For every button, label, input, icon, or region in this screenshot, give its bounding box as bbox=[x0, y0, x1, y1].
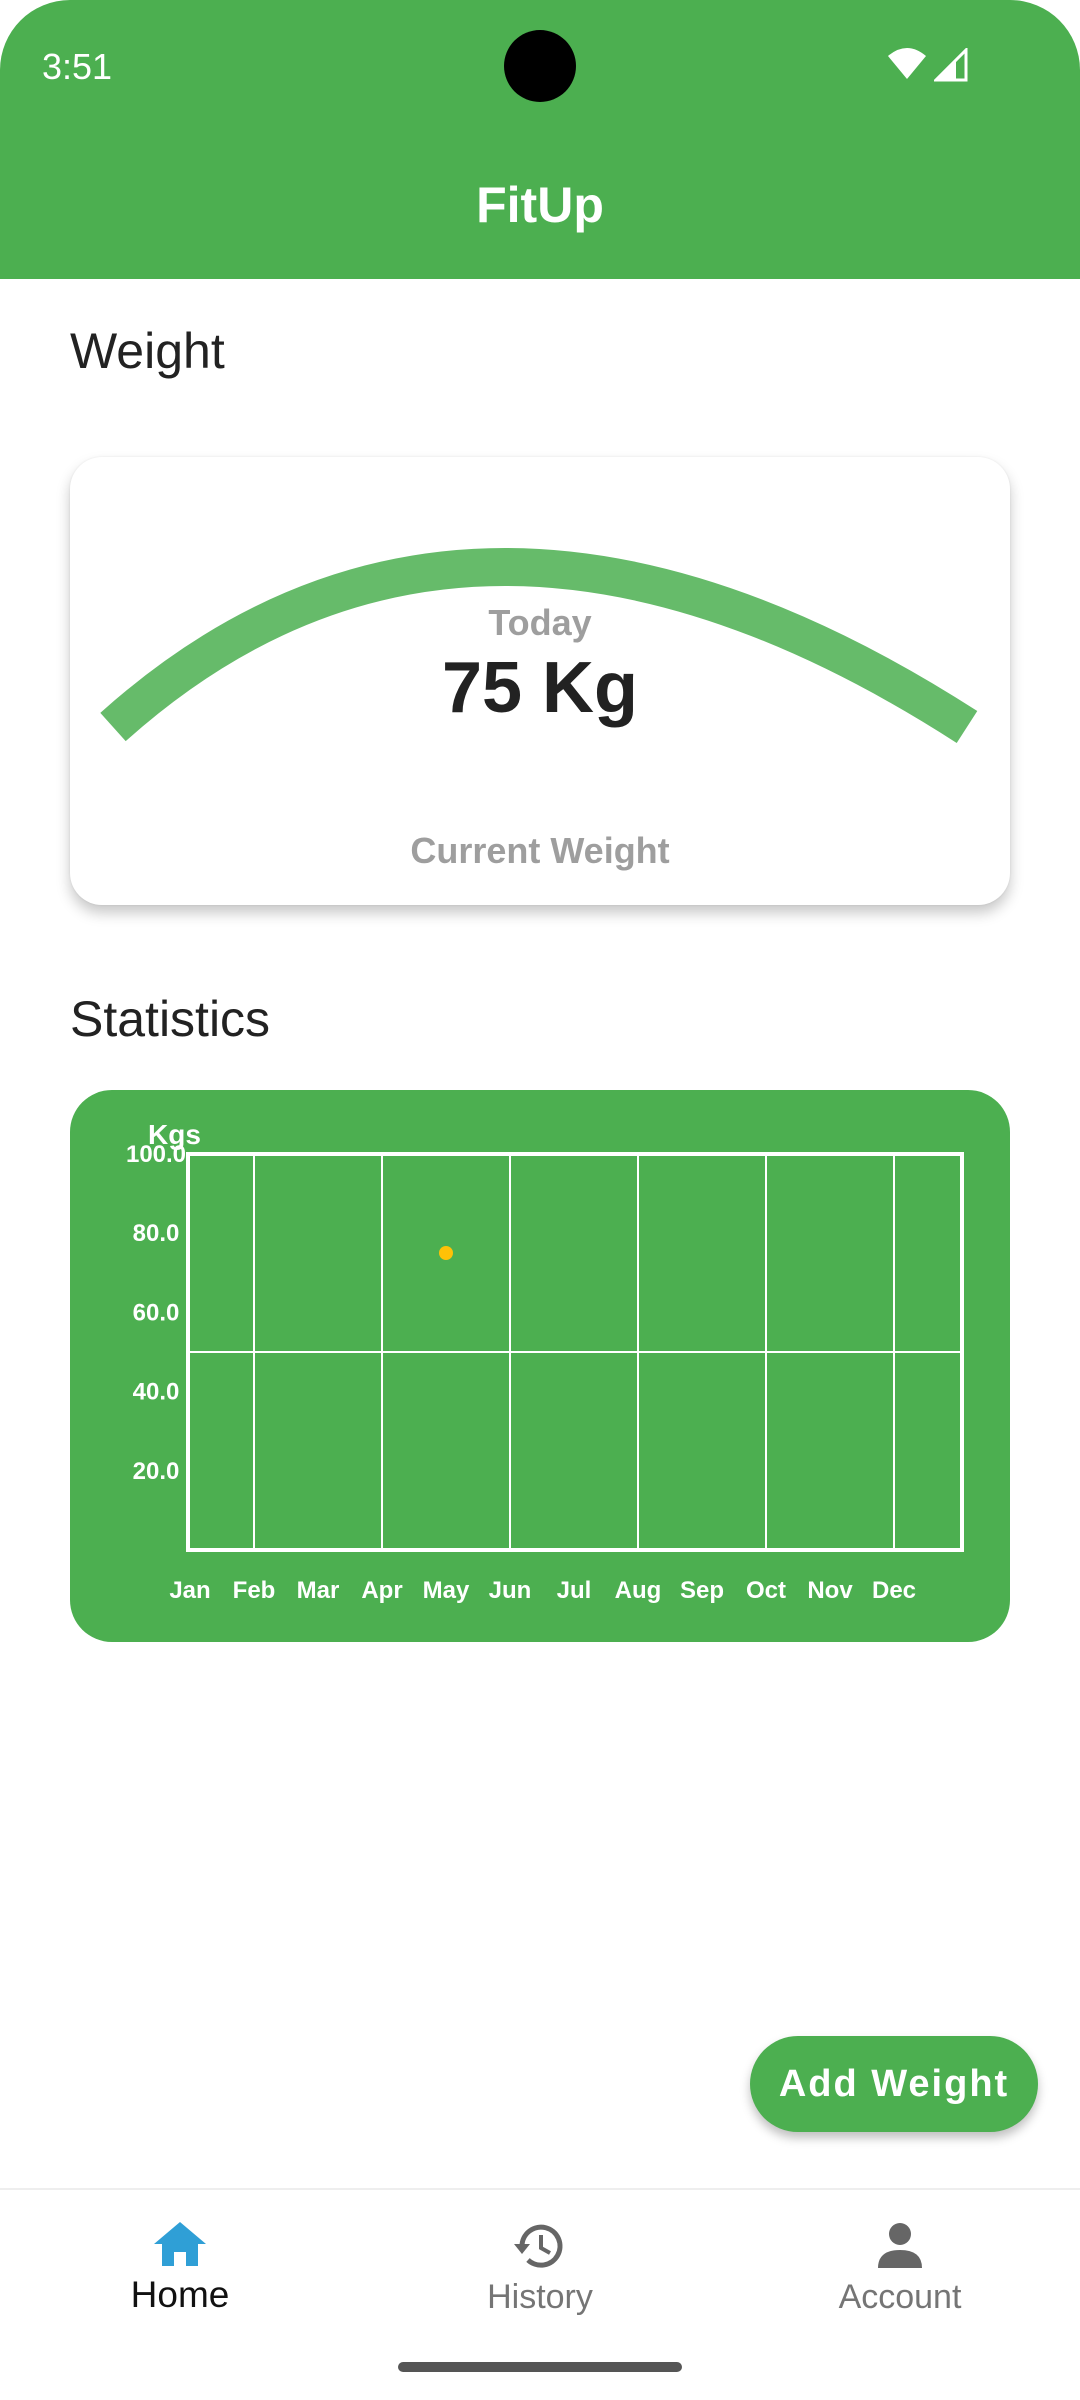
chart-y-tick-label: 60.0 bbox=[133, 1299, 180, 1326]
nav-label-history: History bbox=[487, 2278, 593, 2316]
statistics-section-title: Statistics bbox=[70, 991, 271, 1047]
history-icon bbox=[514, 2224, 563, 2268]
chart-data-point bbox=[439, 1246, 453, 1260]
nav-label-home: Home bbox=[130, 2274, 230, 2315]
chart-x-tick-label: Nov bbox=[807, 1577, 853, 1604]
wifi-icon bbox=[888, 48, 926, 79]
chart-x-tick-label: Jul bbox=[557, 1577, 592, 1604]
today-label: Today bbox=[488, 602, 592, 643]
home-indicator bbox=[398, 2362, 682, 2372]
chart-y-tick-label: 40.0 bbox=[133, 1379, 180, 1406]
nav-item-home[interactable]: Home bbox=[60, 2220, 300, 2340]
app-title: FitUp bbox=[476, 177, 604, 233]
status-time: 3:51 bbox=[42, 46, 113, 87]
account-icon bbox=[878, 2223, 922, 2268]
chart-y-tick-label: 100.0 bbox=[126, 1141, 186, 1168]
chart-y-tick-label: 20.0 bbox=[133, 1458, 180, 1485]
current-weight-value: 75 Kg bbox=[441, 648, 639, 728]
chart-y-tick-label: 80.0 bbox=[133, 1220, 180, 1247]
current-weight-card: Today 75 Kg Current Weight bbox=[70, 457, 1010, 905]
chart-x-tick-label: Mar bbox=[297, 1577, 340, 1604]
chart-x-tick-label: Jan bbox=[169, 1577, 210, 1604]
weight-section-title: Weight bbox=[70, 323, 225, 379]
add-weight-button[interactable]: Add Weight bbox=[750, 2036, 1038, 2132]
chart-y-axis-label: Kgs bbox=[148, 1119, 201, 1150]
chart-x-tick-label: Aug bbox=[615, 1577, 662, 1604]
bottom-navigation: Home History Account bbox=[0, 2188, 1080, 2400]
nav-item-account[interactable]: Account bbox=[780, 2220, 1020, 2340]
nav-item-history[interactable]: History bbox=[420, 2220, 660, 2340]
weight-gauge-arc bbox=[100, 548, 978, 743]
home-icon bbox=[154, 2222, 206, 2266]
chart-x-tick-label: Feb bbox=[233, 1577, 276, 1604]
signal-icon bbox=[934, 48, 968, 82]
statistics-chart-card: 20.0 40.0 60.0 80.0 100.0 Kgs Jan Feb Mar Apr May J… bbox=[70, 1090, 1010, 1642]
chart-x-tick-label: May bbox=[423, 1577, 470, 1604]
chart-x-tick-label: Apr bbox=[361, 1577, 402, 1604]
nav-label-account: Account bbox=[838, 2278, 962, 2316]
chart-x-tick-label: Sep bbox=[680, 1577, 724, 1604]
chart-x-tick-label: Oct bbox=[746, 1577, 786, 1604]
chart-x-tick-label: Jun bbox=[489, 1577, 532, 1604]
camera-cutout bbox=[504, 30, 576, 102]
current-weight-label: Current Weight bbox=[410, 830, 670, 871]
chart-x-tick-label: Dec bbox=[872, 1577, 916, 1604]
app-bar: 3:51 FitUp bbox=[0, 0, 1080, 279]
